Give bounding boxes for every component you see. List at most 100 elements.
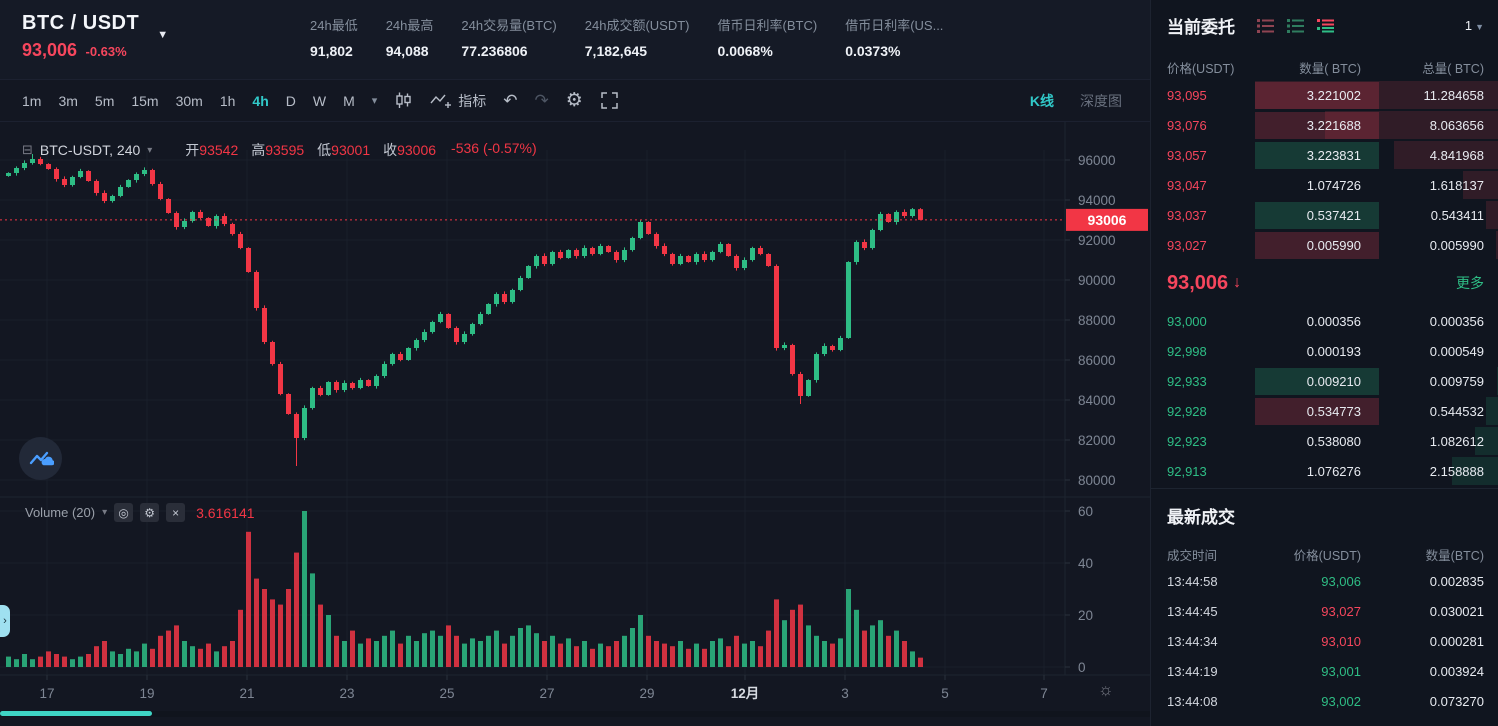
chart-scrollbar [0,711,1150,717]
trades-title: 最新成交 [1167,508,1235,527]
pair-selector[interactable]: BTC / USDT ▼ 93,006 -0.63% [22,12,169,61]
order-total: 0.544532 [1429,403,1484,419]
order-qty: 0.009210 [1255,367,1379,395]
order-total: 0.009759 [1429,373,1484,389]
volume-close-icon[interactable]: × [166,503,186,522]
pair-name: BTC / USDT [22,12,140,34]
bid-row[interactable]: 92,913 1.076276 2.158888 [1151,456,1498,486]
bid-row[interactable]: 92,928 0.534773 0.544532 [1151,396,1498,426]
legend-symbol[interactable]: BTC-USDT, 240 [39,142,141,158]
view-asks-only-icon[interactable] [1257,18,1274,33]
trades-list: 13:44:58 93,006 0.002835 13:44:45 93,027 0.03… [1151,566,1498,716]
trade-time: 13:44:58 [1167,573,1218,589]
bids-list: 93,000 0.000356 0.000356 92,998 0.000193 0.00… [1151,306,1498,486]
col-price: 价格(USDT) [1167,61,1235,76]
timeframe-30m[interactable]: 30m [175,92,203,109]
redo-icon[interactable]: ↷ [534,90,549,110]
order-total: 0.543411 [1430,207,1484,223]
legend-collapse-icon[interactable]: ⊟ [22,142,33,157]
candles [6,154,923,466]
trade-qty: 0.073270 [1429,693,1484,709]
view-both-icon[interactable] [1317,18,1334,33]
low-value: 93001 [331,142,371,158]
legend-caret-icon[interactable]: ▾ [147,144,153,156]
trade-qty: 0.002835 [1429,573,1484,589]
depth-precision-value: 1 [1464,18,1473,33]
stat-item: 借币日利率(US... 0.0373% [845,15,943,59]
chart-canvas[interactable]: 93006 96000 94000 92000 90000 88000 86000 84000… [0,122,1150,726]
high-label: 高 [251,142,266,158]
chart-section: BTC / USDT ▼ 93,006 -0.63% 24h最低 91,802 24… [0,12,1150,726]
volume-eye-icon[interactable]: ◎ [114,503,134,522]
view-bids-only-icon[interactable] [1287,18,1304,33]
timeframe-3m[interactable]: 3m [58,92,78,109]
svg-text:12月: 12月 [731,686,760,701]
bid-row[interactable]: 93,000 0.000356 0.000356 [1151,306,1498,336]
bid-row[interactable]: 92,998 0.000193 0.000549 [1151,336,1498,366]
ask-row[interactable]: 93,095 3.221002 11.284658 [1151,80,1498,110]
trades-columns: 成交时间 价格(USDT) 数量(BTC) [1151,542,1498,566]
stat-item: 24h交易量(BTC) 77.236806 [461,15,556,59]
timeframe-more-icon[interactable]: ▾ [371,95,378,107]
bid-row[interactable]: 92,933 0.009210 0.009759 [1151,366,1498,396]
fullscreen-icon[interactable] [600,91,619,110]
ask-row[interactable]: 93,057 3.223831 4.841968 [1151,140,1498,170]
order-price: 93,027 [1167,237,1207,253]
tab-kline[interactable]: K线 [1029,92,1054,109]
depth-caret-icon: ▼ [1475,22,1484,32]
candle-style-icon[interactable] [394,91,413,110]
volume-caret-icon[interactable]: ▾ [102,507,108,518]
stat-label: 24h成交额(USDT) [584,18,690,33]
timeframe-1m[interactable]: 1m [22,92,42,109]
market-stats: 24h最低 91,802 24h最高 94,088 24h交易量(BTC) 77.2368… [310,15,943,59]
volume-title[interactable]: Volume (20) [25,505,96,520]
indicator-button[interactable]: 指标 [430,91,486,111]
tab-depth[interactable]: 深度图 [1080,92,1122,109]
timeframe-1h[interactable]: 1h [219,92,236,109]
volume-settings-icon[interactable]: ⚙ [140,503,160,522]
bid-row[interactable]: 92,923 0.538080 1.082612 [1151,426,1498,456]
panel-expand-handle[interactable]: › [0,605,10,637]
axis-settings-icon[interactable]: ☼ [1098,680,1114,699]
order-price: 92,913 [1167,463,1207,479]
order-qty: 0.000356 [1306,313,1361,329]
ask-row[interactable]: 93,076 3.221688 8.063656 [1151,110,1498,140]
order-qty: 0.537421 [1255,201,1379,229]
low-label: 低 [317,142,332,158]
col-trade-time: 成交时间 [1167,548,1218,563]
candlestick-chart[interactable]: 93006 96000 94000 92000 90000 88000 86000 84000… [0,122,1150,726]
timeframe-4h[interactable]: 4h [252,92,269,109]
order-qty: 0.000193 [1306,343,1361,359]
orderbook-columns: 价格(USDT) 数量( BTC) 总量( BTC) [1151,54,1498,80]
depth-precision-select[interactable]: 1 ▼ [1465,18,1484,33]
timeframe-M[interactable]: M [343,92,355,109]
panel-divider [1151,488,1498,489]
stat-item: 借币日利率(BTC) 0.0068% [718,15,818,59]
stat-label: 24h最高 [385,18,434,33]
undo-icon[interactable]: ↶ [503,90,518,110]
stat-label: 借币日利率(BTC) [717,18,818,33]
volume-bars [6,511,923,667]
svg-text:82000: 82000 [1078,433,1116,448]
ask-row[interactable]: 93,037 0.537421 0.543411 [1151,200,1498,230]
scrollbar-thumb[interactable] [0,711,152,716]
more-link[interactable]: 更多 [1456,275,1484,291]
svg-text:0: 0 [1078,660,1086,675]
timeframe-5m[interactable]: 5m [94,92,115,109]
order-price: 93,057 [1167,147,1207,163]
col-qty: 数量( BTC) [1299,61,1361,76]
ask-row[interactable]: 93,047 1.074726 1.618137 [1151,170,1498,200]
order-total: 8.063656 [1429,117,1484,133]
orderbook-panel: 当前委托 [1150,0,1498,726]
mid-price-row: 93,006 ↓ 更多 [1151,260,1498,306]
trade-time: 13:44:19 [1167,663,1218,679]
timeframe-15m[interactable]: 15m [131,92,159,109]
timeframe-list: 1m 3m 5m 15m 30m 1h 4h D W M [22,93,355,109]
timeframe-W[interactable]: W [312,92,327,109]
timeframe-D[interactable]: D [285,92,296,109]
ask-row[interactable]: 93,027 0.005990 0.005990 [1151,230,1498,260]
pair-caret-icon[interactable]: ▼ [157,29,169,41]
order-price: 93,037 [1167,207,1207,223]
chart-settings-icon[interactable]: ⚙ [565,90,583,111]
